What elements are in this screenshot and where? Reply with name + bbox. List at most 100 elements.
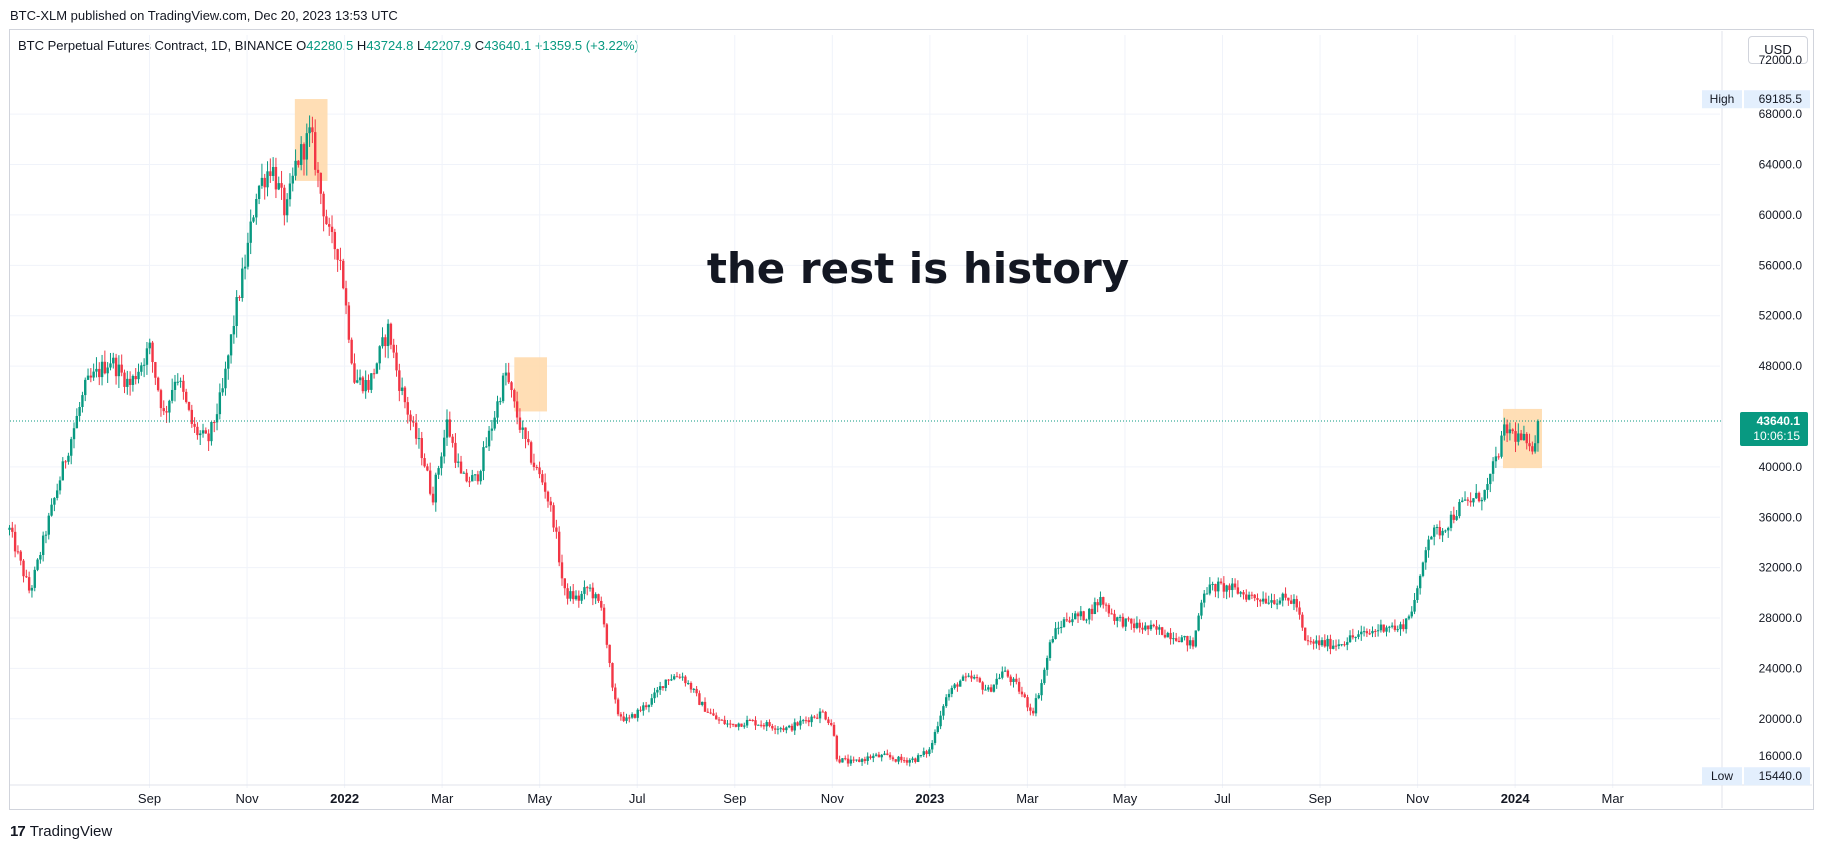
candle-up [1455, 509, 1458, 521]
candle-down [754, 716, 757, 730]
candle-up [358, 369, 362, 386]
candle-body [305, 133, 308, 160]
candle-down [695, 686, 698, 697]
candle-body [184, 391, 188, 402]
candle-up [1043, 667, 1046, 685]
candle-body [277, 183, 280, 190]
candle-body [1031, 710, 1035, 714]
candle-body [953, 684, 956, 688]
candle-up [841, 758, 844, 763]
candle-body [807, 720, 810, 723]
tradingview-logo[interactable]: 17 TradingView [10, 823, 112, 840]
candle-down [1236, 580, 1240, 595]
candle-up [1048, 639, 1052, 661]
candle-up [945, 694, 948, 708]
candle-up [499, 397, 502, 405]
candle-up [928, 747, 931, 757]
candle-down [844, 755, 847, 761]
candle-down [611, 662, 614, 692]
candle-up [50, 498, 53, 517]
candle-up [1057, 621, 1060, 635]
candle-body [1315, 640, 1318, 644]
candle-body [1326, 638, 1329, 647]
candle-body [120, 364, 123, 373]
candle-down [1497, 453, 1500, 460]
candle-down [1174, 632, 1178, 642]
candle-body [70, 439, 73, 456]
candle-body [644, 705, 648, 708]
candle-up [916, 753, 920, 763]
candle-body [1214, 583, 1217, 592]
candle-body [173, 381, 177, 390]
candle-body [518, 417, 522, 430]
candle-body [942, 706, 945, 716]
candle-down [1082, 610, 1085, 621]
candle-body [344, 288, 348, 306]
candle-body [395, 352, 398, 371]
candle-down [187, 401, 191, 412]
candle-down [1191, 637, 1195, 650]
candle-body [532, 462, 536, 468]
candle-body [224, 368, 227, 389]
candle-body [902, 760, 906, 762]
candle-body [790, 725, 794, 731]
candle-down [902, 757, 906, 763]
candle-down [541, 470, 544, 486]
candle-down [1138, 619, 1141, 633]
candle-body [50, 504, 53, 516]
candle-body [672, 676, 676, 680]
candle-body [894, 759, 897, 762]
chart-frame[interactable] [9, 29, 1814, 810]
candle-body [375, 363, 379, 374]
candle-body [243, 266, 247, 269]
candle-down [1374, 628, 1377, 638]
candle-body [1402, 624, 1405, 630]
candle-down [184, 388, 188, 404]
candle-up [785, 726, 788, 734]
candle-body [499, 401, 502, 403]
candle-body [1449, 514, 1453, 528]
candle-body [1104, 604, 1108, 606]
symbol-name[interactable]: BTC Perpetual Futures Contract, 1D, BINA… [18, 38, 293, 53]
candle-body [1514, 431, 1517, 442]
candle-up [1158, 624, 1161, 635]
candle-down [723, 715, 726, 725]
candle-body [1051, 639, 1054, 643]
candle-down [1065, 612, 1069, 623]
currency-button[interactable]: USD [1748, 36, 1808, 64]
y-tick-label: 68000.0 [1759, 107, 1803, 121]
candle-body [1533, 443, 1537, 452]
candle-up [866, 752, 869, 765]
candle-up [650, 693, 653, 707]
candle-body [1273, 600, 1276, 605]
candle-down [970, 670, 973, 682]
candle-down [1127, 616, 1130, 622]
candle-body [1365, 631, 1369, 634]
candle-up [1416, 585, 1419, 603]
candle-body [462, 472, 466, 474]
candle-down [1466, 497, 1470, 506]
candle-body [493, 417, 496, 429]
candle-body [1197, 615, 1200, 631]
x-tick-label: Mar [431, 791, 454, 806]
candle-body [810, 716, 813, 723]
candle-up [1536, 419, 1540, 452]
candle-body [827, 719, 830, 724]
candle-up [1135, 616, 1139, 630]
countdown-timer: 10:06:15 [1753, 429, 1800, 443]
candle-up [810, 714, 813, 727]
candle-body [1472, 498, 1475, 503]
candle-down [782, 725, 785, 732]
candle-up [485, 437, 488, 448]
candle-body [933, 731, 937, 743]
candle-body [591, 587, 595, 599]
candle-body [288, 183, 292, 200]
candle-body [905, 760, 909, 763]
candle-down [428, 462, 432, 496]
candle-down [729, 719, 732, 729]
candle-body [473, 474, 477, 476]
candle-down [123, 369, 126, 394]
candle-body [796, 722, 799, 726]
candle-body [860, 759, 864, 762]
